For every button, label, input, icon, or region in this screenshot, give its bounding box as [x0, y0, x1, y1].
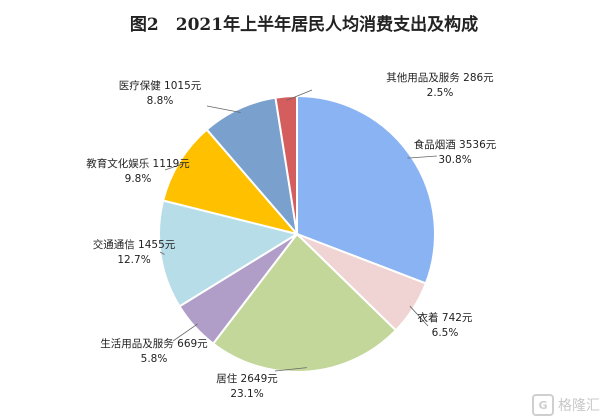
leader-line-3	[274, 367, 307, 372]
slice-percent-7: 8.8%	[147, 95, 174, 107]
slice-label-4: 生活用品及服务 669元	[100, 337, 208, 350]
slice-percent-3: 23.1%	[230, 388, 263, 400]
slice-label-3: 居住 2649元	[216, 372, 278, 385]
leader-line-6	[164, 163, 184, 171]
leader-line-8	[286, 89, 313, 101]
slice-percent-4: 5.8%	[141, 353, 168, 365]
slice-label-2: 衣着 742元	[418, 311, 473, 324]
slice-percent-8: 2.5%	[427, 87, 454, 99]
pie-slice-5	[158, 199, 300, 308]
slice-percent-2: 6.5%	[432, 327, 459, 339]
slice-label-7: 医疗保健 1015元	[119, 79, 202, 92]
watermark-text: 格隆汇	[558, 398, 600, 414]
slice-label-8: 其他用品及服务 286元	[386, 71, 494, 84]
leader-line-2	[409, 305, 429, 327]
chart-title: 图2 2021年上半年居民人均消费支出及构成	[129, 15, 479, 35]
slice-label-5: 交通通信 1455元	[93, 238, 176, 251]
slice-percent-1: 30.8%	[438, 154, 471, 166]
pie-slice-6	[161, 128, 300, 236]
watermark: G 格隆汇	[532, 394, 600, 416]
slice-percent-6: 9.8%	[125, 173, 152, 185]
pie-slice-1	[296, 94, 436, 285]
slice-label-1: 食品烟酒 3536元	[414, 138, 497, 151]
leader-line-5	[159, 251, 165, 255]
pie-slice-3	[211, 232, 398, 373]
watermark-logo-icon: G	[532, 394, 554, 416]
leader-line-1	[407, 155, 438, 159]
leader-line-4	[172, 323, 198, 342]
leader-line-7	[206, 105, 241, 113]
slice-percent-5: 12.7%	[117, 254, 150, 266]
slice-label-6: 教育文化娱乐 1119元	[86, 157, 190, 170]
